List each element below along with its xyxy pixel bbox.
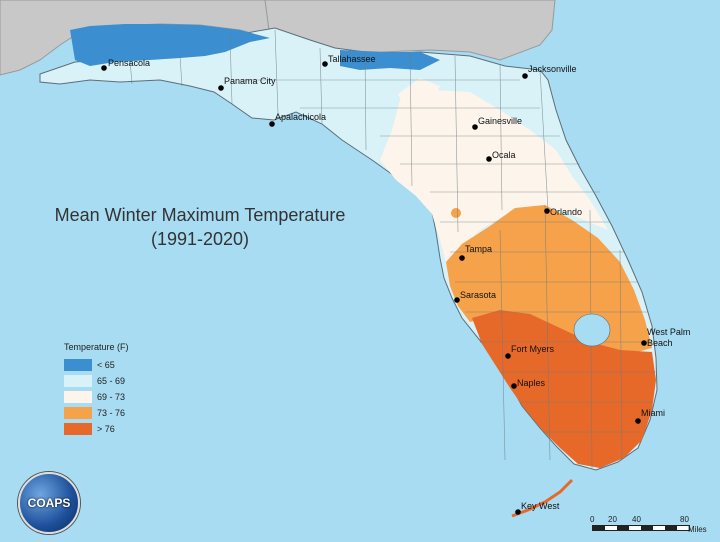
legend-label: 65 - 69 [97,376,126,386]
scale-bar: 0 20 40 80 Miles [588,515,707,534]
city-label: Miami [641,408,665,418]
city-markers: Pensacola Tallahassee Jacksonville Panam… [101,54,690,515]
city-label: West Palm [647,327,690,337]
city-label: Orlando [550,207,582,217]
map-title-line1: Mean Winter Maximum Temperature [54,205,346,225]
city-label: Beach [647,338,673,348]
legend-item: 69 - 73 [64,389,129,405]
zone-above-76 [472,310,656,468]
scale-ticks: 0 20 40 80 [588,515,693,525]
florida-keys [511,478,574,518]
temperature-legend: Temperature (F) < 65 65 - 69 69 - 73 73 … [64,342,129,437]
legend-title: Temperature (F) [64,342,129,352]
legend-label: 73 - 76 [97,408,126,418]
city-label: Ocala [492,150,516,160]
legend-item: 73 - 76 [64,405,129,421]
scale-bar-graphic [592,525,690,531]
scale-tick: 0 [590,515,595,524]
zone-below-65-west [70,24,270,66]
logo-text: COAPS [27,496,71,510]
city-label: Key West [521,501,560,511]
legend-item: < 65 [64,357,129,373]
scale-tick: 40 [632,515,641,524]
scale-tick: 80 [680,515,689,524]
legend-label: < 65 [97,360,115,370]
map-title: Mean Winter Maximum Temperature (1991-20… [40,203,360,251]
legend-swatch [64,375,92,387]
legend-item: 65 - 69 [64,373,129,389]
scale-unit: Miles [688,525,707,534]
city-label: Fort Myers [511,344,555,354]
city-label: Jacksonville [528,64,577,74]
city-label: Tampa [465,244,492,254]
legend-swatch [64,391,92,403]
scale-tick: 20 [608,515,617,524]
city-label: Apalachicola [275,112,326,122]
legend-label: 69 - 73 [97,392,126,402]
legend-swatch [64,423,92,435]
map-title-line2: (1991-2020) [150,229,250,249]
legend-label: > 76 [97,424,115,434]
city-label: Panama City [224,76,276,86]
city-label: Gainesville [478,116,522,126]
city-label: Sarasota [460,290,496,300]
legend-swatch [64,407,92,419]
lake-okeechobee [573,313,611,347]
city-label: Naples [517,378,546,388]
legend-swatch [64,359,92,371]
coaps-logo: COAPS [18,472,80,534]
city-label: Pensacola [108,58,150,68]
legend-item: > 76 [64,421,129,437]
zone-69-73 [380,90,608,262]
county-lines [129,29,656,469]
city-label: Tallahassee [328,54,376,64]
